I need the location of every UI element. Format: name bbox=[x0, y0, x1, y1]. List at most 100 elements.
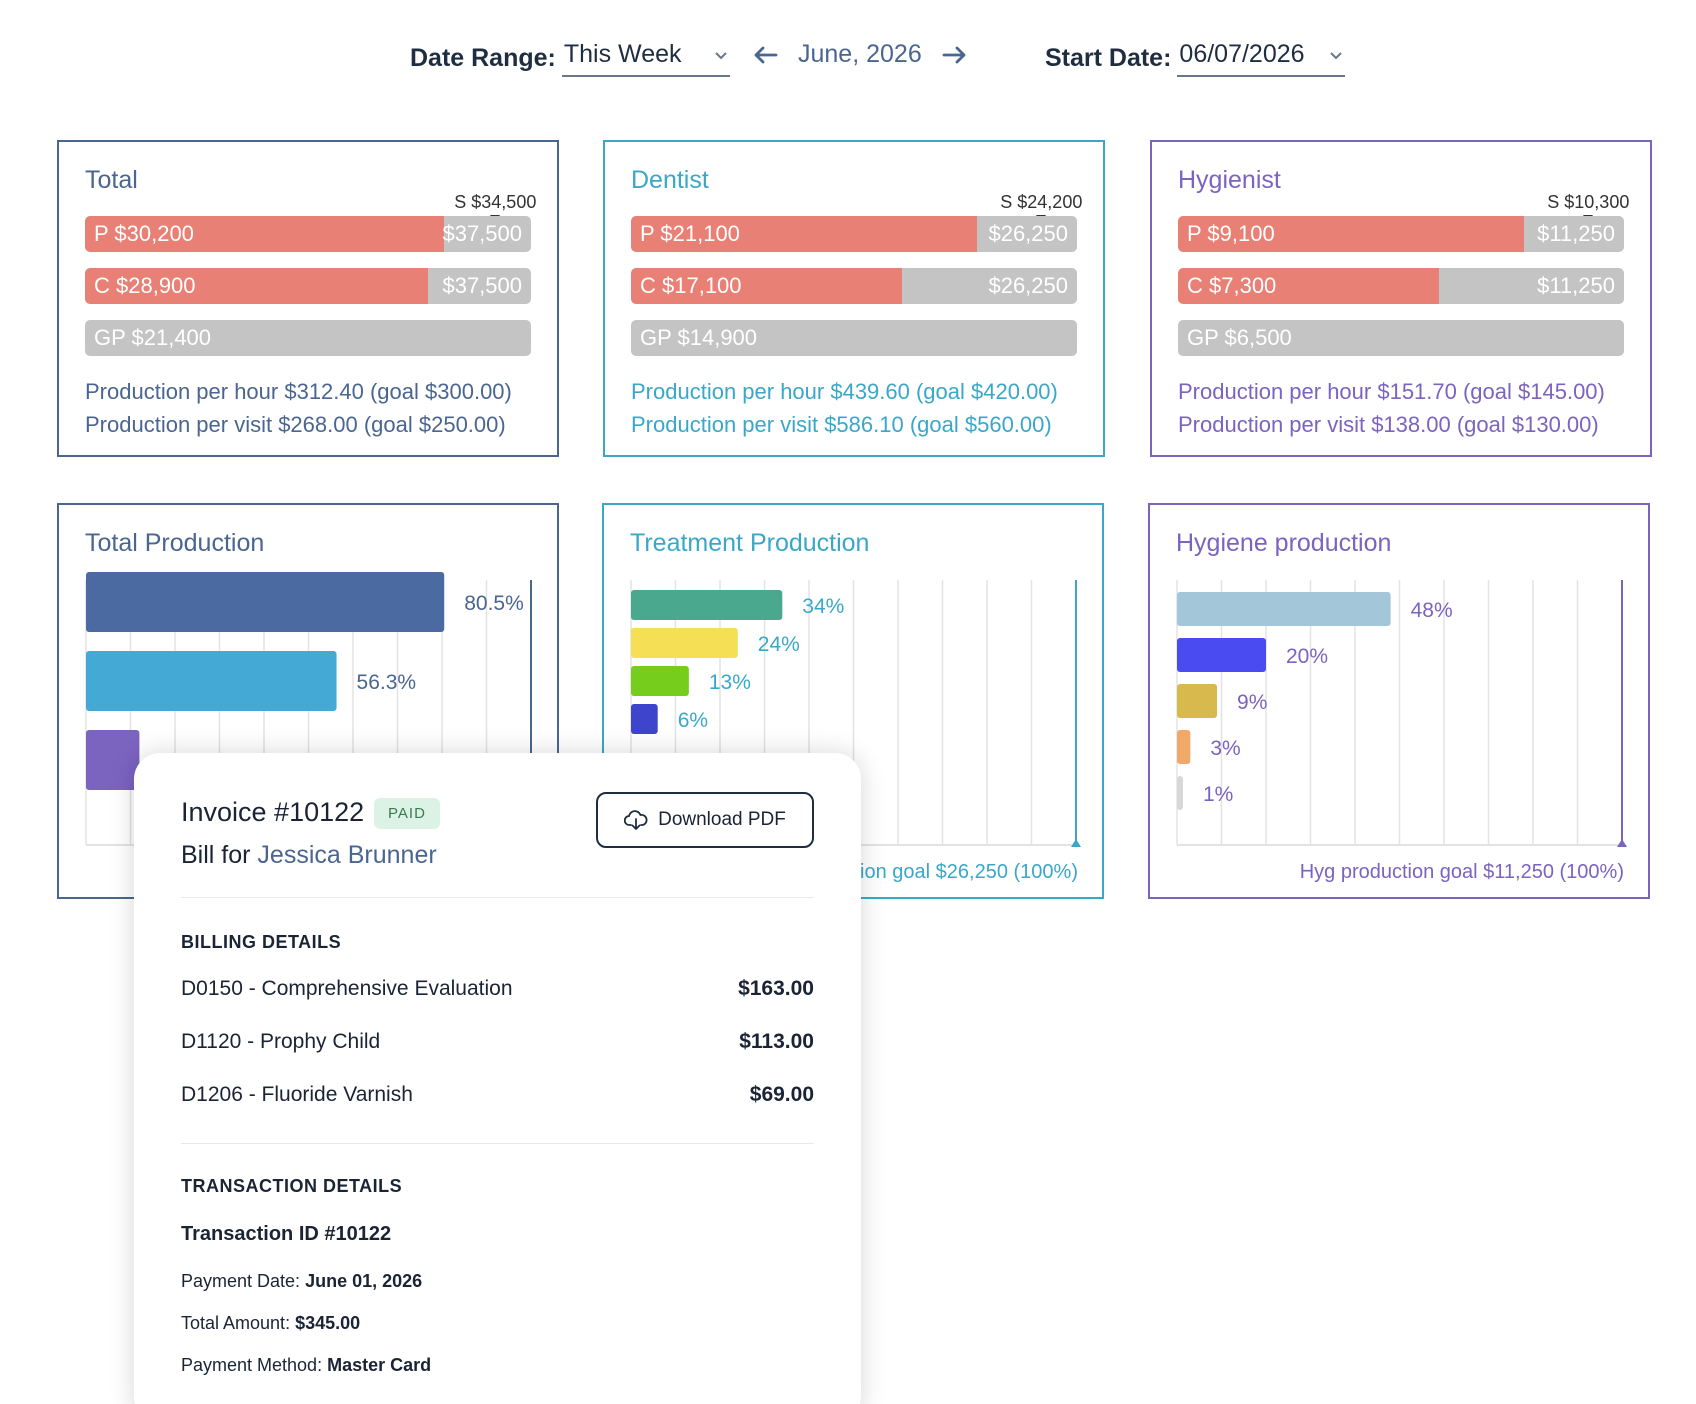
chart-title: Total Production bbox=[85, 529, 265, 557]
payment-method-row: Payment Method: Master Card bbox=[181, 1355, 431, 1376]
line-item: D1120 - Prophy Child $113.00 bbox=[181, 1030, 814, 1054]
date-range-select[interactable]: This Week bbox=[561, 40, 730, 77]
bar-value-label: 3% bbox=[1210, 737, 1240, 760]
start-date-value: 06/07/2026 bbox=[1179, 40, 1305, 68]
chart-bar[interactable] bbox=[631, 704, 658, 734]
collection-value: C $17,100 bbox=[640, 273, 742, 298]
line-item: D1206 - Fluoride Varnish $69.00 bbox=[181, 1083, 814, 1107]
status-badge: PAID bbox=[374, 798, 440, 829]
chart-bar[interactable] bbox=[1177, 730, 1191, 764]
chart-bar[interactable] bbox=[631, 628, 738, 658]
bar-value-label: 13% bbox=[709, 671, 751, 694]
line-item-desc: D1120 - Prophy Child bbox=[181, 1030, 381, 1053]
payment-date-label: Payment Date: bbox=[181, 1271, 301, 1291]
schedule-marker-label: S $34,500 bbox=[454, 192, 537, 212]
arrow-left-icon[interactable] bbox=[752, 44, 778, 66]
collection-bar[interactable]: C $28,900 $37,500 bbox=[85, 268, 531, 304]
divider bbox=[181, 1143, 814, 1144]
arrow-right-icon[interactable] bbox=[942, 44, 968, 66]
toolbar: Date Range: This Week June, 2026 Start D… bbox=[0, 40, 1696, 90]
gross-profit-bar[interactable]: GP $21,400 bbox=[85, 320, 531, 356]
production-bar-fill bbox=[85, 216, 445, 252]
collection-bar-fill bbox=[1178, 268, 1440, 304]
chart-bar[interactable] bbox=[631, 666, 689, 696]
stat-card-total: Total S $34,500 P $30,200 $37,500 C $28,… bbox=[57, 140, 559, 457]
billing-details-header: BILLING DETAILS bbox=[181, 932, 342, 952]
stat-card-dentist: Dentist S $24,200 P $21,100 $26,250 C $1… bbox=[603, 140, 1105, 457]
date-range-label: Date Range: bbox=[410, 44, 556, 72]
production-per-hour: Production per hour $312.40 (goal $300.0… bbox=[85, 379, 512, 404]
divider bbox=[181, 897, 814, 898]
collection-bar[interactable]: C $17,100 $26,250 bbox=[631, 268, 1077, 304]
production-per-hour: Production per hour $151.70 (goal $145.0… bbox=[1178, 379, 1605, 404]
bar-value-label: 34% bbox=[802, 595, 844, 618]
production-value: P $9,100 bbox=[1187, 221, 1275, 246]
total-amount-label: Total Amount: bbox=[181, 1313, 291, 1333]
line-item-amount: $163.00 bbox=[738, 977, 814, 1000]
transaction-id: Transaction ID #10122 bbox=[181, 1223, 392, 1245]
chart-bar[interactable] bbox=[86, 572, 445, 632]
production-value: P $21,100 bbox=[640, 221, 740, 246]
chart-bar[interactable] bbox=[86, 730, 140, 790]
production-per-hour: Production per hour $439.60 (goal $420.0… bbox=[631, 379, 1058, 404]
line-item-amount: $69.00 bbox=[749, 1083, 814, 1106]
chart-bar[interactable] bbox=[1177, 638, 1266, 672]
production-bar-fill bbox=[631, 216, 978, 252]
bar-value-label: 6% bbox=[678, 709, 708, 732]
production-goal: $11,250 bbox=[1537, 221, 1615, 246]
collection-bar[interactable]: C $7,300 $11,250 bbox=[1178, 268, 1624, 304]
collection-bar-fill bbox=[631, 268, 903, 304]
chart-bar[interactable] bbox=[86, 651, 337, 711]
gross-profit-bar[interactable]: GP $6,500 bbox=[1178, 320, 1624, 356]
download-pdf-label: Download PDF bbox=[658, 809, 786, 830]
bar-value-label: 56.3% bbox=[357, 671, 417, 694]
bill-for: Bill for Jessica Brunner bbox=[181, 841, 437, 870]
card-title: Dentist bbox=[631, 166, 709, 194]
chart-bar[interactable] bbox=[1177, 592, 1391, 626]
stat-card-hygienist: Hygienist S $10,300 P $9,100 $11,250 C $… bbox=[1150, 140, 1652, 457]
transaction-details-header: TRANSACTION DETAILS bbox=[181, 1176, 403, 1196]
production-per-visit: Production per visit $586.10 (goal $560.… bbox=[631, 412, 1052, 437]
patient-name[interactable]: Jessica Brunner bbox=[257, 841, 437, 869]
production-bar[interactable]: P $21,100 $26,250 bbox=[631, 216, 1077, 252]
card-title: Hygienist bbox=[1178, 166, 1281, 194]
production-per-visit: Production per visit $138.00 (goal $130.… bbox=[1178, 412, 1599, 437]
production-bar-fill bbox=[1178, 216, 1525, 252]
production-bar[interactable]: P $9,100 $11,250 bbox=[1178, 216, 1624, 252]
bar-chart: 80.5% 56.3% bbox=[85, 572, 536, 847]
collection-value: C $7,300 bbox=[1187, 273, 1277, 298]
chart-bar[interactable] bbox=[1177, 776, 1183, 810]
total-amount-row: Total Amount: $345.00 bbox=[181, 1313, 360, 1334]
goal-label: Hyg production goal $11,250 (100%) bbox=[1299, 861, 1624, 883]
download-pdf-button[interactable]: Download PDF bbox=[596, 792, 814, 848]
start-date-label: Start Date: bbox=[1045, 44, 1172, 72]
payment-date-row: Payment Date: June 01, 2026 bbox=[181, 1271, 422, 1292]
line-item-desc: D1206 - Fluoride Varnish bbox=[181, 1083, 413, 1106]
date-range-value: This Week bbox=[563, 40, 682, 68]
production-goal: $26,250 bbox=[988, 221, 1068, 246]
payment-method-value: Master Card bbox=[327, 1355, 432, 1375]
goal-label: ion goal $26,250 (100%) bbox=[860, 861, 1078, 883]
line-item-amount: $113.00 bbox=[739, 1030, 814, 1053]
bill-for-prefix: Bill for bbox=[181, 841, 251, 869]
chart-title: Treatment Production bbox=[630, 529, 870, 557]
date-range-control: Date Range: This Week bbox=[410, 40, 730, 77]
schedule-marker-label: S $10,300 bbox=[1547, 192, 1630, 212]
payment-date-value: June 01, 2026 bbox=[305, 1271, 423, 1291]
production-value: P $30,200 bbox=[94, 221, 194, 246]
payment-method-label: Payment Method: bbox=[181, 1355, 323, 1375]
start-date-select[interactable]: 06/07/2026 bbox=[1177, 40, 1346, 77]
chart-bar[interactable] bbox=[1177, 684, 1218, 718]
production-goal: $37,500 bbox=[442, 221, 522, 246]
production-bar[interactable]: P $30,200 $37,500 bbox=[85, 216, 531, 252]
bar-value-label: 80.5% bbox=[464, 592, 524, 615]
chart-bar[interactable] bbox=[631, 590, 783, 620]
gross-profit-value: GP $21,400 bbox=[94, 325, 212, 350]
gross-profit-bar[interactable]: GP $14,900 bbox=[631, 320, 1077, 356]
collection-goal: $11,250 bbox=[1537, 273, 1615, 298]
gross-profit-value: GP $14,900 bbox=[640, 325, 758, 350]
chart-title: Hygiene production bbox=[1176, 529, 1392, 557]
schedule-marker-label: S $24,200 bbox=[1000, 192, 1083, 212]
bar-value-label: 20% bbox=[1286, 645, 1328, 668]
chart-card-hygiene-production: Hygiene production 48% 20% 9% 3% 1% Hyg produc… bbox=[1148, 503, 1650, 899]
